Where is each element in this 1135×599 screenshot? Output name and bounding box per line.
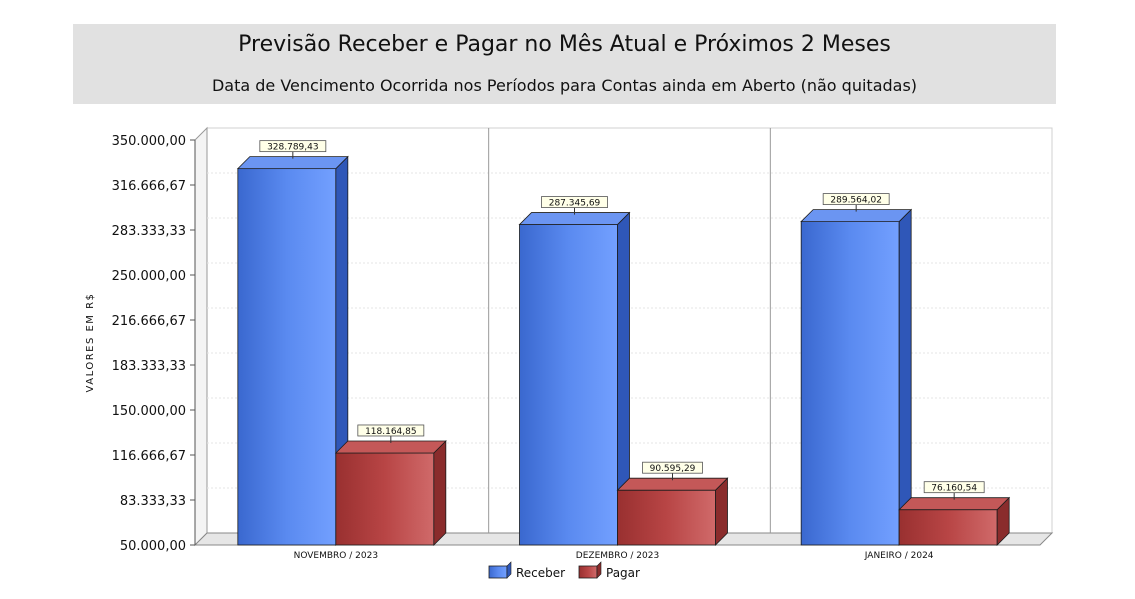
bar-receber [800,221,900,546]
data-label-box [357,424,425,437]
y-tick-label: 50.000,00 [120,539,186,554]
bar-top [236,156,349,170]
legend-swatch-side [506,561,512,579]
bar-top [518,212,631,225]
bar-top [616,477,729,491]
data-label: 289.564,02 [830,196,882,206]
bar-pagar [335,452,435,546]
data-label-box [541,196,608,208]
y-tick-label: 316.666,67 [112,179,186,194]
y-axis-label: VALORES EM R$ [85,293,96,393]
y-tick-label: 216.666,67 [112,314,186,329]
data-label-box [259,140,327,153]
legend-swatch-receber [488,565,508,579]
data-label-box [642,461,703,474]
x-tick-label: DEZEMBRO / 2023 [576,551,659,561]
legend-label-pagar: Pagar [606,566,640,580]
y-tick-label: 183.333,33 [112,359,186,374]
y-tick-label: 83.333,33 [120,494,186,509]
title-box: Previsão Receber e Pagar no Mês Atual e … [73,24,1056,104]
bar-top [800,209,913,222]
chart-title: Previsão Receber e Pagar no Mês Atual e … [238,32,891,57]
chart-subtitle: Data de Vencimento Ocorrida nos Períodos… [211,76,918,95]
y-tick-label: 116.666,67 [112,449,186,464]
bar-side [898,208,912,546]
bar-top [898,497,1011,511]
data-label-box [923,481,985,494]
y-tick-label: 350.000,00 [112,134,186,149]
legend-swatch-pagar [578,565,598,579]
data-label: 328.789,43 [267,143,319,153]
data-label: 287.345,69 [549,199,601,209]
data-label: 76.160,54 [931,484,977,494]
y-tick-label: 250.000,00 [112,269,186,284]
y-tick-label: 150.000,00 [112,404,186,419]
y-tick-label: 283.333,33 [112,224,186,239]
x-tick-label: JANEIRO / 2024 [864,551,934,561]
legend-swatch-side [596,561,602,579]
data-label-box [822,193,890,205]
data-label: 118.164,85 [365,427,417,437]
bar-side [433,440,447,546]
bar-pagar [617,489,716,546]
legend-label-receber: Receber [516,566,565,580]
bar-top [334,440,447,454]
bar-receber [519,224,618,546]
plot-left-wall [194,126,208,547]
bar-receber [237,168,337,546]
bar-pagar [898,509,998,546]
x-tick-label: NOVEMBRO / 2023 [294,551,378,561]
data-label: 90.595,29 [650,464,696,474]
